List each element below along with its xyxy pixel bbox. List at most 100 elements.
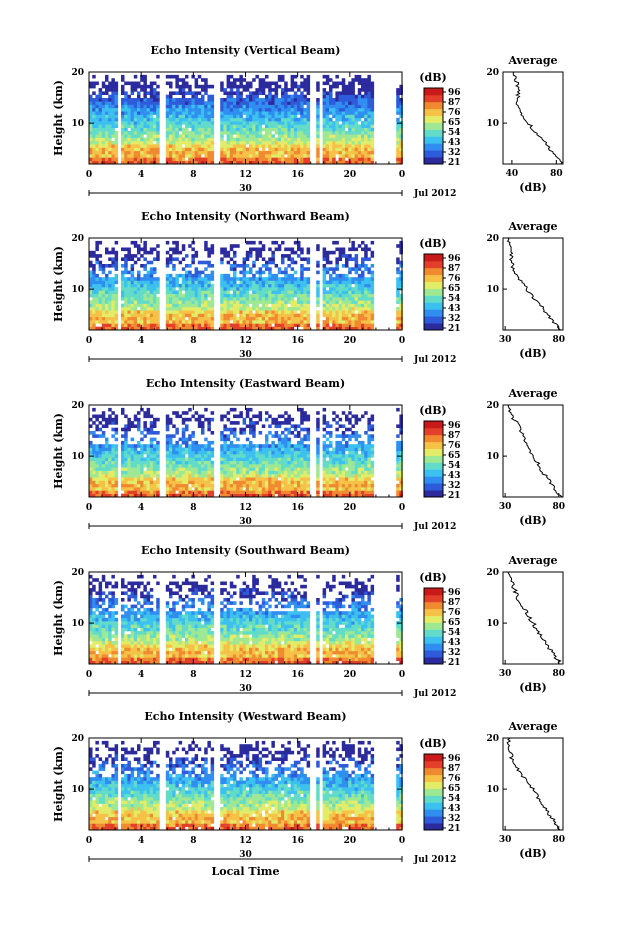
colorbar-tick-label: 65 xyxy=(448,284,461,294)
heatmap-cell xyxy=(195,441,199,445)
heatmap-cell xyxy=(294,287,298,291)
heatmap-cell xyxy=(358,91,362,95)
heatmap-cell xyxy=(198,290,202,294)
heatmap-cell xyxy=(92,281,96,285)
heatmap-cell xyxy=(291,290,295,294)
heatmap-cell xyxy=(220,257,224,261)
heatmap-cell xyxy=(265,115,269,119)
heatmap-cell xyxy=(153,121,157,125)
heatmap-cell xyxy=(329,251,333,255)
heatmap-cell xyxy=(265,454,269,458)
heatmap-cell xyxy=(367,151,371,155)
heatmap-cell xyxy=(259,124,263,128)
heatmap-cell xyxy=(169,297,173,301)
heatmap-cell xyxy=(198,487,202,491)
heatmap-cell xyxy=(259,134,263,138)
heatmap-cell xyxy=(252,105,256,109)
heatmap-cell xyxy=(223,91,227,95)
heatmap-cell xyxy=(233,490,237,494)
heatmap-cell xyxy=(134,134,138,138)
heatmap-cell xyxy=(211,131,215,135)
heatmap-cell xyxy=(137,105,141,109)
heatmap-cell xyxy=(294,141,298,145)
heatmap-cell xyxy=(265,457,269,461)
heatmap-cell xyxy=(287,248,291,252)
heatmap-cell xyxy=(220,487,224,491)
heatmap-cell xyxy=(175,138,179,142)
heatmap-cell xyxy=(367,88,371,92)
heatmap-cell xyxy=(364,244,368,248)
heatmap-cell xyxy=(230,157,234,161)
heatmap-cell xyxy=(198,421,202,425)
heatmap-cell xyxy=(265,95,269,99)
heatmap-cell xyxy=(201,134,205,138)
heatmap-cell xyxy=(355,300,359,304)
heatmap-cell xyxy=(111,310,115,314)
heatmap-cell xyxy=(153,297,157,301)
heatmap-cell xyxy=(191,115,195,119)
heatmap-cell xyxy=(268,85,272,89)
heatmap-cell xyxy=(339,297,343,301)
heatmap-cell xyxy=(287,307,291,311)
heatmap-cell xyxy=(204,444,208,448)
heatmap-cell xyxy=(166,118,170,122)
heatmap-cell xyxy=(166,438,170,442)
heatmap-cell xyxy=(230,88,234,92)
heatmap-cell xyxy=(271,287,275,291)
heatmap-cell xyxy=(166,105,170,109)
heatmap-cell xyxy=(268,310,272,314)
heatmap-cell xyxy=(127,428,130,432)
heatmap-cell xyxy=(108,323,112,327)
heatmap-cell xyxy=(102,411,106,415)
heatmap-cell xyxy=(105,287,109,291)
heatmap-cell xyxy=(287,111,291,115)
heatmap-cell xyxy=(303,281,307,285)
x-tick-label: 8 xyxy=(190,336,196,346)
heatmap-cell xyxy=(211,464,215,468)
heatmap-cell xyxy=(111,264,115,268)
heatmap-cell xyxy=(131,317,135,321)
heatmap-cell xyxy=(92,477,96,481)
heatmap-cell xyxy=(259,287,263,291)
heatmap-cell xyxy=(284,267,288,271)
heatmap-cell xyxy=(284,274,288,278)
heatmap-cell xyxy=(307,157,311,161)
heatmap-cell xyxy=(127,105,130,109)
heatmap-cell xyxy=(124,314,128,318)
heatmap-cell xyxy=(137,138,141,142)
heatmap-cell xyxy=(275,284,279,288)
heatmap-cell xyxy=(227,134,231,138)
heatmap-cell xyxy=(371,121,375,125)
heatmap-cell xyxy=(326,254,330,258)
heatmap-cell xyxy=(223,415,227,419)
heatmap-cell xyxy=(147,477,151,481)
heatmap-cell xyxy=(255,105,259,109)
heatmap-cell xyxy=(175,108,179,112)
heatmap-cell xyxy=(201,271,205,275)
heatmap-cell xyxy=(137,461,141,465)
heatmap-cell xyxy=(131,320,135,324)
heatmap-cell xyxy=(294,121,298,125)
heatmap-cell xyxy=(121,121,125,125)
heatmap-cell xyxy=(147,118,151,122)
heatmap-cell xyxy=(143,251,147,255)
heatmap-cell xyxy=(259,314,263,318)
heatmap-cell xyxy=(351,314,355,318)
heatmap-cell xyxy=(291,124,295,128)
heatmap-cell xyxy=(371,254,375,258)
heatmap-cell xyxy=(195,274,199,278)
heatmap-cell xyxy=(89,294,93,298)
heatmap-cell xyxy=(99,428,103,432)
heatmap-cell xyxy=(323,111,327,115)
heatmap-cell xyxy=(111,314,115,318)
heatmap-cell xyxy=(188,115,192,119)
heatmap-cell xyxy=(307,105,311,109)
heatmap-cell xyxy=(134,484,138,488)
heatmap-cell xyxy=(339,115,343,119)
heatmap-cell xyxy=(249,474,253,478)
y-tick-label: 20 xyxy=(71,68,84,78)
heatmap-cell xyxy=(169,261,173,265)
heatmap-cell xyxy=(239,98,243,102)
heatmap-cell xyxy=(358,141,362,145)
